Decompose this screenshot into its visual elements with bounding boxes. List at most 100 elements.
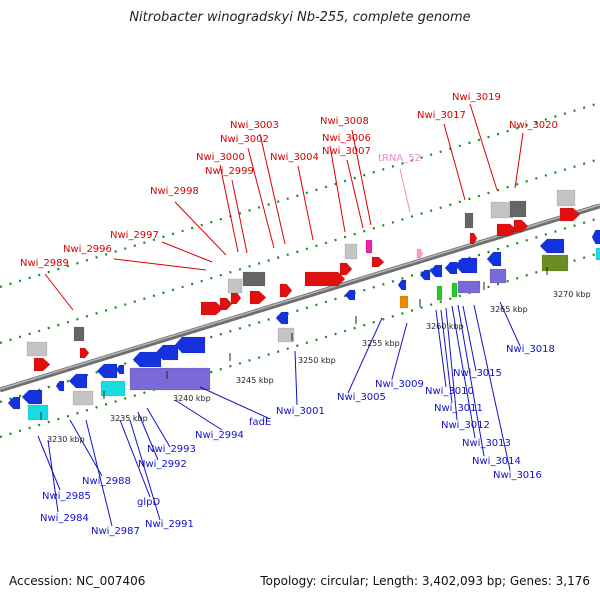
gene-label-nwi-3003: Nwi_3003 — [230, 120, 279, 131]
gene-label-glpd: glpD — [137, 497, 160, 508]
gene-other — [399, 295, 409, 309]
accession-text: Accession: NC_007406 — [9, 574, 146, 588]
gene-label-nwi-2994: Nwi_2994 — [195, 430, 244, 441]
leader-line — [294, 350, 298, 406]
gene-label-nwi-2998: Nwi_2998 — [150, 186, 199, 197]
gene-label-nwi-3002: Nwi_3002 — [220, 134, 269, 145]
gene-reverse — [115, 364, 125, 375]
leader-line — [174, 399, 223, 431]
leader-line — [346, 159, 364, 229]
gene-forward — [339, 262, 353, 276]
gene-forward — [371, 256, 385, 268]
gene-other — [595, 247, 600, 261]
gene-label-nwi-2996: Nwi_2996 — [63, 244, 112, 255]
gene-reverse-block — [457, 280, 481, 294]
leader-line — [146, 407, 171, 448]
gene-label-nwi-3009: Nwi_3009 — [375, 379, 424, 390]
gene-label-nwi-2987: Nwi_2987 — [91, 526, 140, 537]
leader-line — [514, 132, 524, 189]
scale-tick-label: 3265 kbp — [490, 305, 528, 314]
leader-line — [347, 317, 383, 394]
gene-label-nwi-2997: Nwi_2997 — [110, 230, 159, 241]
gene-other — [451, 282, 458, 298]
leader-line — [435, 309, 447, 388]
gene-labels: Nwi_2989 Nwi_2996 Nwi_2997 Nwi_2998 Nwi_2999… — [20, 92, 558, 537]
gene-label-nwi-3020: Nwi_3020 — [509, 120, 558, 131]
gene-other — [26, 341, 48, 357]
gene-label-nwi-2999: Nwi_2999 — [205, 166, 254, 177]
leader-line — [391, 322, 408, 380]
gene-other — [509, 200, 527, 218]
gene-forward — [279, 283, 293, 298]
gene-reverse-block — [129, 367, 211, 391]
leader-line — [47, 439, 59, 513]
gene-reverse — [344, 289, 356, 301]
leader-line — [113, 258, 207, 271]
gene-label-nwi-3008: Nwi_3008 — [320, 116, 369, 127]
gene-forward — [33, 357, 51, 372]
leader-line — [247, 147, 275, 249]
gene-forward — [469, 232, 478, 245]
gene-reverse — [539, 238, 565, 254]
leader-line — [199, 386, 269, 419]
leader-line — [440, 309, 453, 404]
label-leader-lines — [37, 103, 524, 527]
gene-features — [7, 189, 600, 421]
leader-line — [443, 123, 466, 201]
gene-other — [556, 189, 576, 207]
scale-tick-label: 3260 kbp — [426, 322, 464, 331]
gene-other — [72, 390, 94, 406]
gene-other — [27, 404, 49, 421]
scale-tick-label: 3245 kbp — [236, 376, 274, 385]
gene-label-nwi-3000: Nwi_3000 — [196, 152, 245, 163]
leader-line — [174, 201, 227, 256]
gene-label-nwi-3005: Nwi_3005 — [337, 392, 386, 403]
gene-reverse — [7, 396, 21, 410]
gene-reverse — [96, 363, 118, 379]
gene-label-nwi-3010: Nwi_3010 — [425, 386, 474, 397]
leader-line — [69, 419, 103, 477]
gene-reverse — [174, 336, 206, 354]
backbone-line — [0, 203, 600, 393]
gene-forward — [496, 223, 518, 237]
leader-line — [219, 164, 239, 253]
gene-label-nwi-2991: Nwi_2991 — [145, 519, 194, 530]
scale-tick-label: 3250 kbp — [298, 356, 336, 365]
leader-line — [499, 301, 521, 347]
gene-label-nwi-2989: Nwi_2989 — [20, 258, 69, 269]
leader-line — [399, 168, 411, 213]
gene-label-nwi-2985: Nwi_2985 — [42, 491, 91, 502]
gene-label-nwi-3013: Nwi_3013 — [462, 438, 511, 449]
leader-line — [119, 419, 151, 498]
gene-other — [100, 380, 126, 397]
scale-ticks: 3230 kbp 3235 kbp 3240 kbp 3245 kbp 3250 kbp… — [40, 267, 591, 444]
scale-tick-label: 3235 kbp — [110, 414, 148, 423]
gene-label-nwi-3012: Nwi_3012 — [441, 420, 490, 431]
gene-label-nwi-3016: Nwi_3016 — [493, 470, 542, 481]
scale-tick-label: 3255 kbp — [362, 339, 400, 348]
gene-rna — [365, 239, 373, 254]
leader-line — [259, 133, 286, 245]
leader-line — [445, 307, 458, 421]
gene-label-nwi-2993: Nwi_2993 — [147, 444, 196, 455]
gene-reverse — [21, 389, 43, 405]
gene-reverse — [275, 311, 289, 325]
gene-label-nwi-3015: Nwi_3015 — [453, 368, 502, 379]
gene-label-nwi-2984: Nwi_2984 — [40, 513, 89, 524]
leader-line — [469, 103, 498, 191]
gene-reverse — [591, 229, 600, 245]
leader-line — [329, 145, 346, 233]
gene-label-nwi-2988: Nwi_2988 — [82, 476, 131, 487]
gene-label-nwi-3001: Nwi_3001 — [276, 406, 325, 417]
gene-forward — [200, 301, 224, 316]
leader-line — [137, 411, 159, 461]
gene-reverse — [444, 261, 458, 275]
map-title: Nitrobacter winogradskyi Nb-255, complet… — [129, 10, 471, 25]
gene-other — [277, 327, 295, 343]
scale-tick-label: 3240 kbp — [173, 394, 211, 403]
gene-label-nwi-3011: Nwi_3011 — [434, 403, 483, 414]
gene-other — [490, 201, 514, 219]
gene-label-nwi-2992: Nwi_2992 — [138, 459, 187, 470]
gene-reverse-block — [489, 268, 507, 284]
